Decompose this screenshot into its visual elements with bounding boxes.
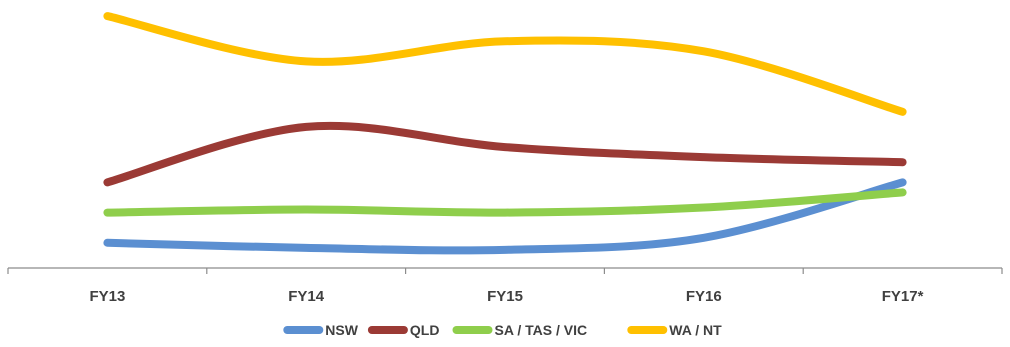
series-line-qld: [103, 121, 907, 187]
legend-item-wa-nt: WA / NT: [627, 322, 722, 338]
legend-item-nsw: NSW: [283, 322, 359, 338]
series-line-nsw: [103, 178, 907, 255]
legend-item-sa-tas-vic: SA / TAS / VIC: [452, 322, 588, 338]
x-tick-label: FY16: [686, 288, 722, 305]
series-line-wa-nt: [103, 12, 907, 116]
series-layer: [103, 12, 907, 255]
legend-label: QLD: [410, 322, 440, 338]
x-tick-label: FY17*: [882, 288, 924, 305]
legend-label: NSW: [325, 322, 358, 338]
legend-item-qld: QLD: [367, 322, 440, 338]
series-line-sa-tas-vic: [103, 188, 907, 217]
x-tick-label: FY15: [487, 288, 523, 305]
legend-label: WA / NT: [669, 322, 722, 338]
x-axis: FY13 FY14 FY15 FY16 FY17*: [7, 267, 1003, 305]
legend: NSW QLD SA / TAS / VIC WA / NT: [283, 322, 722, 338]
x-tick-label: FY14: [288, 288, 325, 305]
legend-label: SA / TAS / VIC: [495, 322, 588, 338]
x-tick-label: FY13: [89, 288, 125, 305]
